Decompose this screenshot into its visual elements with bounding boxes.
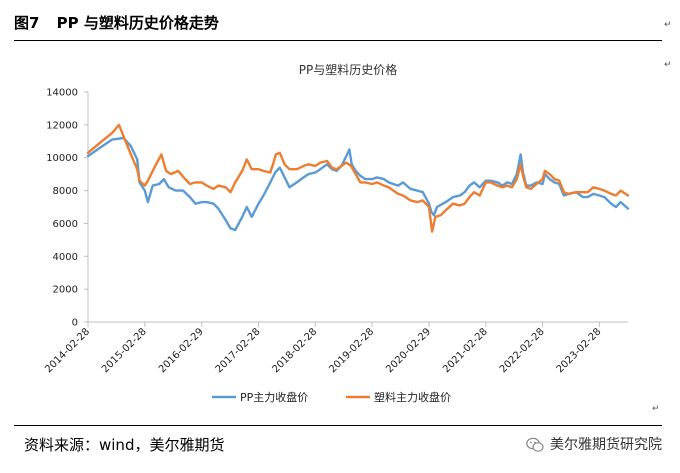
paragraph-mark-icon: ↵ <box>664 20 672 30</box>
y-tick-label: 10000 <box>46 153 78 164</box>
paragraph-mark-icon: ↵ <box>652 404 660 414</box>
figure-number: 图7 <box>14 14 40 32</box>
x-tick-label: 2022-02-28 <box>498 326 547 375</box>
x-tick-label: 2015-02-28 <box>100 326 149 375</box>
y-tick-label: 8000 <box>53 186 78 197</box>
figure-heading: 图7 PP 与塑料历史价格走势 <box>14 8 654 38</box>
x-tick-label: 2016-02-29 <box>157 326 206 375</box>
brand-name: 美尔雅期货研究院 <box>550 437 662 453</box>
y-tick-label: 0 <box>72 318 78 329</box>
x-tick-label: 2014-02-28 <box>43 326 92 375</box>
bottom-rule <box>14 425 662 426</box>
source-note: 资料来源：wind，美尔雅期货 <box>24 430 224 460</box>
x-tick-label: 2021-02-28 <box>441 326 490 375</box>
brand-watermark: 美尔雅期货研究院 <box>526 430 662 460</box>
figure-title: PP 与塑料历史价格走势 <box>56 14 219 32</box>
y-tick-label: 12000 <box>46 120 78 131</box>
wechat-icon <box>526 437 544 452</box>
series-line-pp <box>86 136 630 232</box>
legend-label: PP主力收盘价 <box>240 390 308 404</box>
x-tick-label: 2017-02-28 <box>214 326 263 375</box>
price-chart: PP与塑料历史价格 0 2000 4000 6000 8000 10000 12000 140… <box>43 62 630 404</box>
y-tick-label: 6000 <box>53 219 78 230</box>
top-rule <box>14 40 662 41</box>
y-tick-label: 2000 <box>53 285 78 296</box>
x-tick-label: 2018-02-28 <box>271 326 320 375</box>
legend-label: 塑料主力收盘价 <box>374 390 451 404</box>
y-tick-label: 14000 <box>46 88 78 99</box>
x-tick-label: 2020-02-29 <box>384 326 433 375</box>
y-tick-label: 4000 <box>53 252 78 263</box>
x-tick-label: 2019-02-28 <box>327 326 376 375</box>
paragraph-mark-icon: ↵ <box>664 60 672 70</box>
source-text: 资料来源：wind，美尔雅期货 <box>24 436 225 454</box>
x-tick-label: 2023-02-28 <box>555 326 604 375</box>
chart-title: PP与塑料历史价格 <box>299 62 397 77</box>
series-line-plastic <box>86 123 630 233</box>
